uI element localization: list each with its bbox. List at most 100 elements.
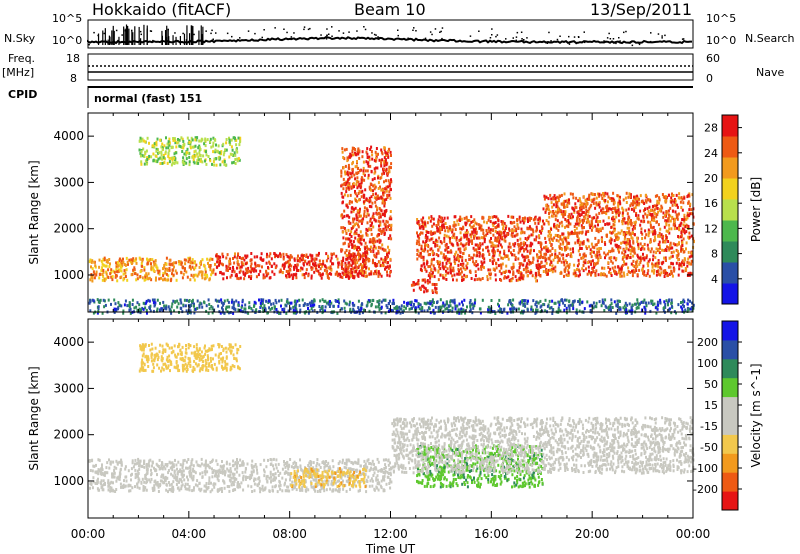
power-cell [508, 242, 511, 246]
power-cell [596, 251, 599, 254]
power-cell [351, 168, 354, 172]
power-cell [647, 301, 650, 305]
power-cell [352, 274, 355, 278]
power-cell [354, 255, 357, 259]
power-cell [96, 298, 99, 302]
power-cell [357, 148, 360, 152]
power-cell [311, 254, 314, 258]
power-cell [348, 261, 351, 265]
power-cell [313, 264, 316, 268]
power-cell [580, 213, 583, 217]
power-cell [517, 257, 520, 261]
power-cell [634, 223, 637, 227]
power-cell [420, 244, 423, 248]
power-cell [522, 243, 525, 247]
power-cell [475, 260, 478, 263]
power-cell [355, 258, 358, 262]
power-cell [163, 265, 166, 269]
power-cell [461, 278, 463, 282]
power-cell [351, 185, 354, 189]
power-cell [344, 265, 347, 269]
power-cell [464, 268, 467, 271]
power-cell [257, 273, 260, 277]
power-cell [567, 236, 570, 239]
power-cell [382, 219, 385, 223]
power-cell [337, 272, 340, 276]
power-cell [621, 217, 624, 221]
power-cell [464, 258, 467, 262]
power-cell [501, 262, 504, 266]
power-cell [249, 277, 252, 280]
power-cell [550, 227, 553, 231]
power-cell [122, 311, 125, 315]
power-cell [556, 223, 559, 227]
power-cell [681, 197, 684, 201]
power-cell [377, 152, 379, 156]
power-cell [689, 299, 691, 303]
power-cell [615, 304, 618, 308]
power-cell [565, 254, 568, 258]
power-cell [437, 228, 440, 232]
power-cell [380, 232, 383, 235]
power-cell [584, 232, 587, 236]
power-cell [631, 237, 634, 241]
power-cell [374, 246, 377, 250]
power-cell [330, 252, 333, 256]
power-cell [605, 274, 608, 278]
power-cell [625, 191, 628, 195]
power-cell [471, 242, 474, 245]
power-cell [680, 233, 683, 237]
power-cell [606, 204, 609, 208]
power-cell [381, 201, 384, 205]
power-cell [653, 219, 656, 222]
power-cell [185, 309, 188, 313]
power-cell [488, 253, 491, 256]
power-cell [520, 231, 523, 235]
power-cell [365, 231, 368, 235]
power-cell [486, 232, 489, 235]
power-cell [388, 217, 391, 221]
power-cell [628, 216, 631, 220]
power-cell [549, 241, 552, 244]
power-cell [549, 254, 552, 258]
power-cell [95, 273, 98, 277]
power-cell [594, 272, 597, 276]
power-cell [565, 224, 568, 228]
power-cell [610, 259, 613, 263]
power-cell [637, 306, 640, 310]
power-cell [441, 304, 444, 308]
power-cell [368, 267, 370, 271]
power-cell [579, 200, 582, 204]
power-cell [303, 302, 306, 306]
power-cell [146, 258, 149, 262]
power-cell [260, 304, 263, 308]
power-cell [294, 309, 297, 313]
power-cell [362, 308, 365, 312]
power-cell [295, 302, 298, 306]
power-cell [225, 256, 228, 260]
power-cell [455, 278, 458, 282]
power-cell [389, 210, 392, 213]
nsearch-point [681, 38, 684, 40]
power-cell [471, 230, 474, 234]
power-cell [600, 273, 602, 277]
power-cell [217, 255, 220, 259]
power-cell [234, 274, 237, 278]
power-cell [237, 277, 240, 281]
power-cell [572, 232, 575, 235]
power-cell [228, 267, 231, 270]
power-cell [164, 152, 167, 155]
power-cell [340, 174, 343, 178]
power-cell [448, 226, 451, 230]
power-cell [498, 304, 500, 308]
power-cell [519, 300, 522, 304]
power-cell [380, 188, 383, 192]
power-cell [572, 272, 575, 276]
power-cell [293, 273, 295, 277]
power-cell [189, 278, 192, 282]
power-cell [377, 251, 380, 255]
power-cell [550, 261, 553, 264]
power-cell [521, 217, 524, 220]
power-cell [601, 226, 604, 230]
power-cell [610, 249, 613, 253]
